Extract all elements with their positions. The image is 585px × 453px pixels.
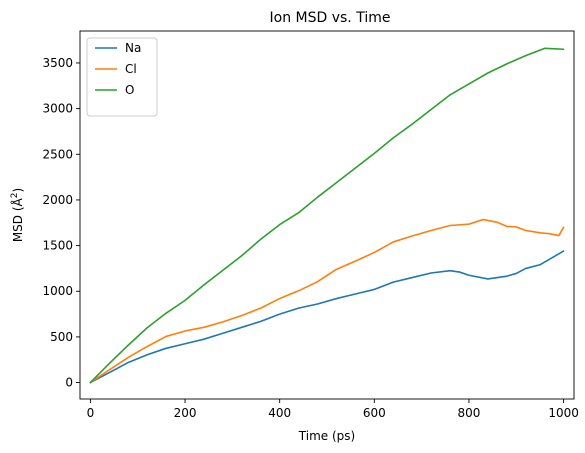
y-tick-label: 0	[65, 376, 73, 390]
x-axis-title: Time (ps)	[298, 429, 355, 443]
legend-label-cl: Cl	[125, 62, 137, 76]
y-axis-title-close: )	[11, 188, 25, 193]
series-line-o	[89, 47, 565, 384]
x-tick-label: 600	[363, 406, 386, 420]
legend-box	[86, 37, 158, 117]
x-tick-label: 0	[87, 406, 95, 420]
series-line-cl	[89, 218, 565, 384]
x-tick-label: 400	[268, 406, 291, 420]
y-tick-label: 3000	[42, 102, 73, 116]
y-axis-title-sup: 2	[10, 193, 20, 199]
y-axis-title-main: MSD (	[11, 206, 25, 242]
y-tick-label: 3500	[42, 56, 73, 70]
legend: Na Cl O	[86, 37, 158, 117]
x-tick-label: 200	[174, 406, 197, 420]
y-tick-label: 2000	[42, 193, 73, 207]
series-line-na	[89, 250, 565, 384]
y-tick-label: 2500	[42, 147, 73, 161]
y-tick-label: 1500	[42, 239, 73, 253]
y-axis-title: MSD (Å2)	[10, 188, 25, 242]
chart-title: Ion MSD vs. Time	[270, 10, 391, 26]
legend-label-o: O	[125, 83, 134, 97]
legend-label-na: Na	[125, 41, 141, 55]
y-tick-label: 500	[50, 330, 73, 344]
y-tick-label: 1000	[42, 284, 73, 298]
plot-area: 0 200 400 600 800 1000 0 500 1000 1500 2000 2500 300…	[42, 30, 579, 420]
x-tick-label: 800	[458, 406, 481, 420]
plot-frame	[79, 30, 575, 400]
y-axis-title-unit: Å	[10, 197, 25, 206]
x-tick-label: 1000	[548, 406, 579, 420]
